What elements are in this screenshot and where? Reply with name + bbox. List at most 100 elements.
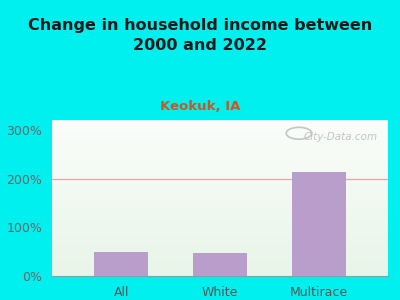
Bar bbox=[52, 228, 388, 229]
Bar bbox=[52, 133, 388, 134]
Bar bbox=[52, 160, 388, 162]
Bar bbox=[52, 240, 388, 242]
Bar bbox=[52, 257, 388, 259]
Bar bbox=[52, 146, 388, 148]
Bar bbox=[52, 153, 388, 154]
Bar bbox=[52, 229, 388, 231]
Bar bbox=[52, 165, 388, 167]
Bar bbox=[52, 238, 388, 240]
Bar bbox=[52, 232, 388, 234]
Bar bbox=[52, 211, 388, 212]
Bar bbox=[52, 179, 388, 181]
Bar bbox=[52, 182, 388, 184]
Bar bbox=[52, 200, 388, 201]
Bar bbox=[52, 150, 388, 151]
Bar bbox=[52, 162, 388, 164]
Bar bbox=[52, 271, 388, 273]
Bar bbox=[52, 262, 388, 263]
Bar bbox=[52, 209, 388, 211]
Bar bbox=[52, 254, 388, 256]
Bar bbox=[52, 134, 388, 136]
Bar bbox=[52, 185, 388, 187]
Bar bbox=[52, 126, 388, 128]
Bar bbox=[52, 214, 388, 215]
Bar bbox=[52, 175, 388, 176]
Bar bbox=[52, 274, 388, 276]
Bar bbox=[292, 172, 346, 276]
Bar bbox=[52, 206, 388, 207]
Bar bbox=[52, 234, 388, 236]
Bar bbox=[52, 268, 388, 270]
Bar bbox=[52, 220, 388, 221]
Bar bbox=[52, 120, 388, 122]
Bar bbox=[52, 176, 388, 178]
Bar bbox=[52, 136, 388, 137]
Bar bbox=[52, 158, 388, 159]
Bar bbox=[52, 250, 388, 251]
Bar bbox=[52, 259, 388, 260]
Bar bbox=[52, 145, 388, 146]
Bar bbox=[52, 142, 388, 143]
Bar bbox=[52, 207, 388, 209]
Text: City-Data.com: City-Data.com bbox=[304, 133, 378, 142]
Bar bbox=[52, 137, 388, 139]
Bar bbox=[52, 172, 388, 173]
Bar bbox=[52, 242, 388, 243]
Bar bbox=[52, 218, 388, 220]
Bar bbox=[52, 245, 388, 246]
Bar bbox=[52, 265, 388, 267]
Bar bbox=[52, 231, 388, 232]
Bar bbox=[193, 253, 247, 276]
Bar bbox=[52, 224, 388, 226]
Bar bbox=[52, 128, 388, 129]
Bar bbox=[52, 122, 388, 123]
Bar bbox=[52, 256, 388, 257]
Bar bbox=[52, 123, 388, 125]
Bar bbox=[52, 148, 388, 150]
Bar bbox=[52, 221, 388, 223]
Text: Change in household income between
2000 and 2022: Change in household income between 2000 … bbox=[28, 18, 372, 53]
Bar bbox=[52, 253, 388, 254]
Bar bbox=[52, 193, 388, 195]
Bar bbox=[52, 167, 388, 168]
Text: Keokuk, IA: Keokuk, IA bbox=[160, 100, 240, 113]
Bar bbox=[94, 252, 148, 276]
Bar bbox=[52, 195, 388, 196]
Bar bbox=[52, 226, 388, 228]
Bar bbox=[52, 139, 388, 140]
Bar bbox=[52, 237, 388, 238]
Bar bbox=[52, 168, 388, 170]
Bar bbox=[52, 154, 388, 156]
Bar bbox=[52, 143, 388, 145]
Bar bbox=[52, 215, 388, 217]
Bar bbox=[52, 151, 388, 153]
Bar bbox=[52, 273, 388, 274]
Bar bbox=[52, 181, 388, 182]
Bar bbox=[52, 187, 388, 189]
Bar bbox=[52, 131, 388, 133]
Bar bbox=[52, 246, 388, 248]
Bar bbox=[52, 204, 388, 206]
Bar bbox=[52, 184, 388, 185]
Bar bbox=[52, 189, 388, 190]
Bar bbox=[52, 159, 388, 160]
Bar bbox=[52, 260, 388, 262]
Bar bbox=[52, 243, 388, 245]
Bar bbox=[52, 190, 388, 192]
Bar bbox=[52, 248, 388, 250]
Bar bbox=[52, 198, 388, 200]
Bar bbox=[52, 164, 388, 165]
Bar bbox=[52, 251, 388, 253]
Bar bbox=[52, 125, 388, 126]
Bar bbox=[52, 217, 388, 218]
Bar bbox=[52, 140, 388, 142]
Bar bbox=[52, 267, 388, 268]
Bar bbox=[52, 201, 388, 203]
Bar bbox=[52, 223, 388, 224]
Bar bbox=[52, 170, 388, 172]
Bar bbox=[52, 196, 388, 198]
Bar bbox=[52, 212, 388, 214]
Bar bbox=[52, 173, 388, 175]
Bar bbox=[52, 129, 388, 131]
Bar bbox=[52, 203, 388, 204]
